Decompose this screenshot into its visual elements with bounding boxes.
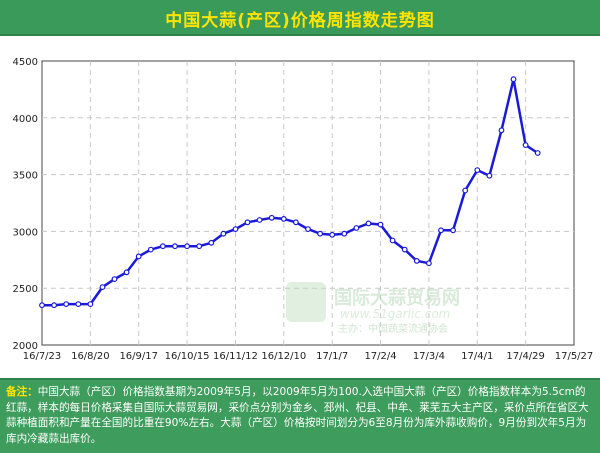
y-tick-label: 4000 (13, 114, 38, 125)
data-point (341, 230, 348, 237)
chart-title: 中国大蒜(产区)价格周指数走势图 (165, 11, 435, 31)
data-point (123, 269, 130, 276)
data-point (462, 187, 469, 194)
x-tick-label: 17/2/4 (364, 351, 396, 362)
data-point (147, 246, 154, 253)
note-label: 备注： (6, 386, 38, 398)
data-point (99, 284, 106, 291)
data-point (329, 231, 336, 238)
data-point (426, 260, 432, 267)
data-point (268, 214, 275, 221)
data-point (534, 150, 541, 156)
data-point (232, 226, 239, 233)
y-tick-label: 2500 (13, 284, 38, 295)
data-point (401, 246, 408, 253)
data-point (486, 172, 493, 179)
data-point (51, 302, 57, 309)
x-tick-label: 16/9/17 (119, 351, 158, 362)
watermark-sub: 主办：中国蔬菜流通协会 (338, 322, 448, 335)
data-point (450, 227, 457, 234)
data-point (510, 76, 517, 83)
x-tick-label: 16/12/10 (261, 351, 306, 362)
series-layer (39, 76, 541, 309)
data-point (87, 301, 94, 308)
data-point (184, 243, 191, 250)
watermark: 国际大蒜贸易网 www.51garlic.com 主办：中国蔬菜流通协会 (286, 282, 460, 335)
plot-area (41, 60, 575, 346)
y-tick-label: 3000 (13, 227, 38, 238)
data-point (413, 257, 420, 264)
data-point (377, 221, 384, 228)
data-point (280, 215, 287, 222)
x-tick-label: 17/1/7 (316, 351, 348, 362)
data-point (353, 225, 360, 231)
data-point (293, 219, 299, 226)
data-point (111, 276, 118, 283)
data-point (474, 167, 481, 174)
x-tick-label: 17/4/29 (506, 351, 545, 362)
y-tick-label: 3500 (13, 171, 38, 182)
x-tick-label: 17/4/1 (461, 351, 493, 362)
watermark-logo-icon (286, 282, 326, 322)
y-tick-label: 4500 (13, 57, 38, 68)
x-tick-label: 16/11/12 (213, 351, 258, 362)
y-tick-label: 2000 (13, 341, 38, 352)
data-point (317, 230, 324, 237)
y-axis-ticks: 2000 2500 3000 3500 4000 4500 (13, 57, 38, 352)
data-point (522, 142, 529, 148)
data-point (305, 226, 311, 233)
data-point (75, 301, 82, 308)
title-bar: 中国大蒜(产区)价格周指数走势图 (0, 0, 600, 36)
x-tick-label: 16/8/20 (71, 351, 110, 362)
data-point (159, 243, 166, 250)
data-point (39, 302, 45, 309)
x-tick-label: 16/10/15 (165, 351, 210, 362)
data-point (389, 237, 396, 244)
x-tick-label: 16/7/23 (23, 351, 62, 362)
x-axis-ticks: 16/7/23 16/8/20 16/9/17 16/10/15 16/11/12 16/… (23, 351, 594, 362)
line-chart: 国际大蒜贸易网 www.51garlic.com 主办：中国蔬菜流通协会 200… (13, 57, 594, 362)
data-point (244, 219, 251, 226)
data-point (172, 243, 178, 250)
data-point (498, 127, 505, 134)
x-tick-label: 17/3/4 (413, 351, 445, 362)
data-point (256, 217, 263, 223)
data-point (196, 243, 203, 250)
data-point (135, 253, 142, 260)
data-point (63, 301, 70, 308)
note-text: 中国大蒜（产区）价格指数基期为2009年5月，以2009年5月为100.入选中国… (6, 386, 589, 445)
watermark-cn: 国际大蒜贸易网 (334, 287, 460, 309)
note-box: 备注：中国大蒜（产区）价格指数基期为2009年5月，以2009年5月为100.入… (0, 378, 600, 453)
data-point (208, 239, 215, 246)
data-point (220, 230, 227, 237)
watermark-url: www.51garlic.com (340, 307, 450, 321)
data-point (438, 227, 444, 234)
x-tick-label: 17/5/27 (555, 351, 594, 362)
data-point (365, 220, 372, 227)
